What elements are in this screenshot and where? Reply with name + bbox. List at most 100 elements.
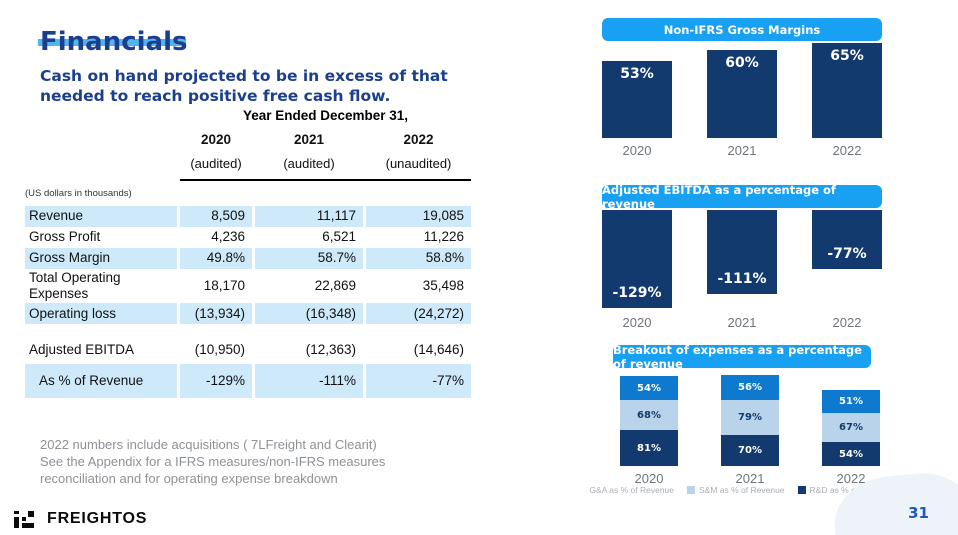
- table-cell-label: Adjusted EBITDA: [29, 341, 135, 357]
- table-audit-cell: (audited): [283, 156, 335, 171]
- footnote: 2022 numbers include acquisitions ( 7LFr…: [40, 436, 385, 487]
- table-cell-value: 22,869: [314, 278, 356, 294]
- table-row: As % of Revenue -129% -111% -77%: [25, 364, 471, 399]
- table-cell-value: (10,950): [194, 341, 245, 357]
- table-year-cell: 2022: [403, 132, 434, 147]
- table-audit-cell: (audited): [190, 156, 242, 171]
- bar-segment: 56%: [721, 375, 779, 400]
- table-row: Adjusted EBITDA (10,950) (12,363) (14,646): [25, 339, 471, 360]
- table-cell-label: As % of Revenue: [25, 364, 177, 399]
- chart-bars: 54% 68% 81% 56% 79% 70% 51% 67% 54%: [602, 374, 882, 466]
- table-cell-value: -77%: [366, 364, 471, 399]
- table-row: Revenue 8,509 11,117 19,085: [25, 206, 471, 227]
- table-cell-value: 35,498: [422, 278, 464, 294]
- page-title: Financials: [40, 27, 188, 58]
- bar: -111%: [707, 210, 777, 294]
- bar-year-label: 2021: [735, 471, 765, 486]
- bar-label: 60%: [725, 55, 759, 71]
- table-cell-value: 11,117: [255, 206, 363, 227]
- table-row: Gross Margin 49.8% 58.7% 58.8%: [25, 248, 471, 269]
- chart-title-pill: Non-IFRS Gross Margins: [602, 18, 882, 41]
- table-cell-value: (12,363): [305, 341, 356, 357]
- bar-year-label: 2022: [836, 471, 866, 486]
- chart-year-labels: 2020 2021 2022: [602, 471, 882, 486]
- chart-year-labels: 2020 2021 2022: [602, 143, 882, 158]
- chart-title-pill: Breakout of expenses as a percentage of …: [613, 343, 871, 371]
- footnote-line-3: reconciliation and for operating expense…: [40, 471, 338, 487]
- chart-ebitda-pct: Adjusted EBITDA as a percentage of reven…: [602, 183, 882, 330]
- legend-label: S&M as % of Revenue: [699, 485, 785, 495]
- table-cell-value: 18,170: [203, 278, 245, 294]
- bar-label: 53%: [620, 66, 654, 82]
- title-underline: [38, 39, 186, 46]
- table-cell-value: (24,272): [366, 303, 471, 325]
- table-cell-value: 11,226: [423, 229, 464, 245]
- legend-swatch: [797, 486, 806, 494]
- table-row: Gross Profit 4,236 6,521 11,226: [25, 227, 471, 248]
- table-cell-value: 19,085: [366, 206, 471, 227]
- table-cell-value: 8,509: [180, 206, 252, 227]
- bar-segment: 68%: [620, 400, 678, 431]
- bar-segment: 81%: [620, 430, 678, 466]
- chart-gross-margins: Non-IFRS Gross Margins 53% 60% 65% 2020 202…: [602, 18, 882, 158]
- legend-item: S&M as % of Revenue: [687, 485, 785, 495]
- table-period-header: Year Ended December 31,: [242, 108, 409, 123]
- bar-label: -111%: [717, 271, 767, 287]
- legend: G&A as % of Revenue S&M as % of Revenue R&…: [589, 485, 894, 495]
- bar-slot: -129%: [602, 210, 672, 310]
- table-cell-label: Gross Profit: [29, 229, 101, 245]
- footnote-line-2: See the Appendix for a IFRS measures/non…: [40, 454, 386, 470]
- bar: -77%: [812, 210, 882, 269]
- chart-title-pill: Adjusted EBITDA as a percentage of reven…: [602, 183, 882, 211]
- bar-slot: 60%: [707, 43, 777, 138]
- bar-slot: 54% 68% 81%: [620, 374, 678, 466]
- bar-segment: 54%: [822, 442, 880, 466]
- bar-slot: 53%: [602, 43, 672, 138]
- table-cell-value: -129%: [180, 364, 252, 399]
- bar-slot: 51% 67% 54%: [822, 374, 880, 466]
- stacked-bar: 56% 79% 70%: [721, 375, 779, 466]
- table-cell-label: Total Operating Expenses: [29, 270, 121, 302]
- bar-slot: 65%: [812, 43, 882, 138]
- table-audit-cell: (unaudited): [385, 156, 452, 171]
- table-cell-label: Gross Margin: [25, 248, 177, 269]
- financials-table: Year Ended December 31, 2020 2021 2022 (au…: [25, 108, 471, 399]
- table-years-row: 2020 2021 2022: [25, 132, 471, 147]
- table-cell-value: (14,646): [413, 341, 464, 357]
- table-cell-value: 49.8%: [180, 248, 252, 269]
- bar-year-label: 2021: [727, 315, 757, 330]
- bar: -129%: [602, 210, 672, 308]
- chart-year-labels: 2020 2021 2022: [602, 315, 882, 330]
- bar-segment: 67%: [822, 412, 880, 443]
- table-row: Total Operating Expenses 18,170 22,869 35,4…: [25, 269, 471, 303]
- bar: 60%: [707, 50, 777, 138]
- table-cell-label: Revenue: [25, 206, 177, 227]
- table-cell-label: Operating loss: [25, 303, 177, 325]
- bar-year-label: 2020: [622, 315, 652, 330]
- chart-expense-breakout: Breakout of expenses as a percentage of …: [602, 343, 882, 486]
- page-number: 31: [908, 504, 929, 522]
- table-cell-value: -111%: [255, 364, 363, 399]
- bar-segment: 79%: [721, 400, 779, 435]
- bar-slot: -77%: [812, 210, 882, 310]
- footnote-line-1: 2022 numbers include acquisitions ( 7LFr…: [40, 437, 377, 452]
- bar: 65%: [812, 43, 882, 138]
- table-cell-value: 58.7%: [255, 248, 363, 269]
- table-audit-row: (audited) (audited) (unaudited): [25, 156, 471, 171]
- logo-mark-icon: [14, 510, 42, 528]
- table-cell-value: 4,236: [211, 229, 245, 245]
- bar-label: 65%: [830, 48, 864, 64]
- table-cell-value: 58.8%: [366, 248, 471, 269]
- table-year-cell: 2021: [293, 132, 325, 147]
- table-rule: [180, 179, 471, 181]
- stacked-bar: 54% 68% 81%: [620, 376, 678, 466]
- bar-label: -129%: [612, 285, 662, 301]
- bar-year-label: 2021: [727, 143, 757, 158]
- chart-bars: 53% 60% 65%: [602, 43, 882, 138]
- bar-segment: 70%: [721, 435, 779, 466]
- table-cell-value: (16,348): [255, 303, 363, 325]
- bar-segment: 54%: [620, 376, 678, 401]
- table-units-note: (US dollars in thousands): [25, 188, 132, 199]
- stacked-bar: 51% 67% 54%: [822, 389, 880, 466]
